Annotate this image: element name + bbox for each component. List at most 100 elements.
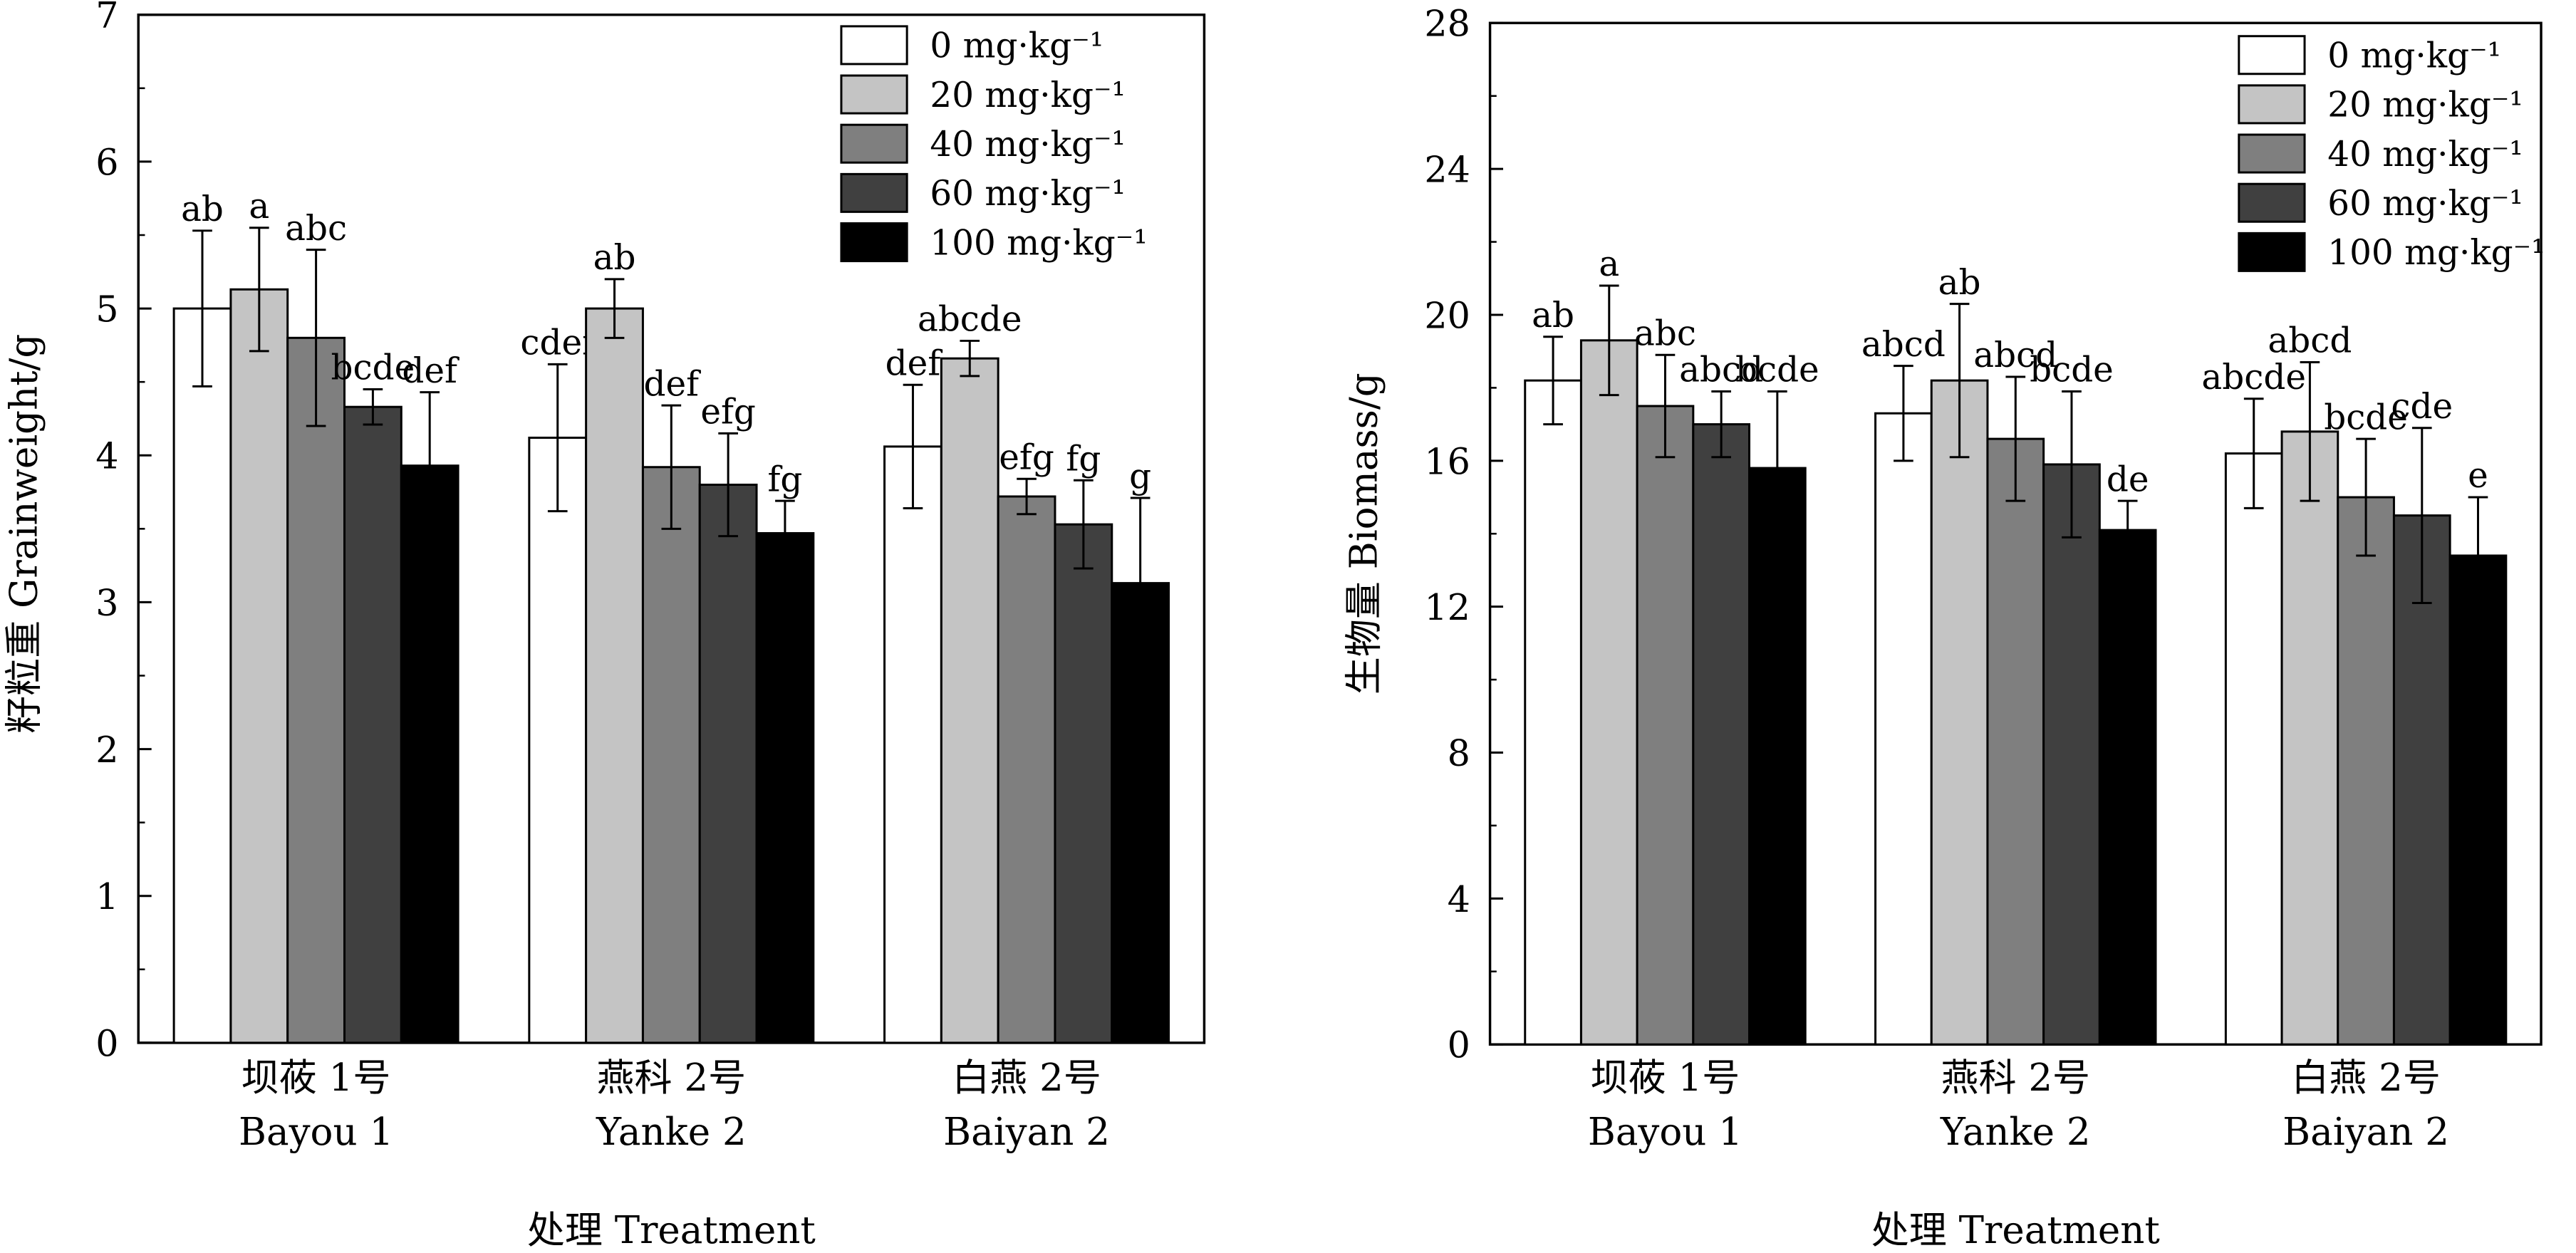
y-tick-label: 4 [95,435,118,477]
significance-letter: bcde [2324,397,2408,437]
bar [1874,412,1933,1046]
legend-label: 0 mg·kg⁻¹ [930,26,1103,66]
bar [1636,405,1695,1046]
legend-label: 20 mg·kg⁻¹ [930,76,1126,115]
legend-label: 60 mg·kg⁻¹ [2327,184,2523,224]
bar [229,288,289,1044]
legend-swatch [2238,232,2306,272]
y-tick-label: 7 [95,0,118,36]
bar [1054,523,1113,1044]
bar [1748,467,1807,1046]
bar [940,357,999,1044]
significance-letter: ab [1532,296,1574,336]
category-label-cn: 坝莜 1号 [242,1056,391,1100]
category-label-cn: 白燕 2号 [2291,1056,2441,1100]
legend-swatch [840,172,908,213]
y-axis-title: 籽粒重 Grainweight/g [1,334,46,734]
category-label-en: Yanke 2 [596,1110,747,1154]
category-label-cn: 燕科 2号 [1941,1056,2090,1100]
significance-letter: cdef [520,323,597,363]
y-tick-label: 4 [1448,878,1470,920]
bar [2337,496,2395,1046]
legend-label: 0 mg·kg⁻¹ [2327,36,2501,76]
legend-swatch [840,222,908,263]
y-tick-label: 6 [95,141,118,183]
legend-swatch [840,123,908,164]
significance-letter: fg [767,459,802,499]
bar [755,532,815,1044]
significance-letter: ab [181,189,224,229]
bar [528,437,588,1044]
significance-letter: abcd [2268,321,2352,361]
bar [1692,423,1751,1046]
significance-letter: def [644,364,702,404]
legend-label: 20 mg·kg⁻¹ [2327,85,2523,125]
significance-letter: abc [1634,313,1696,353]
significance-letter: abc [285,209,347,249]
significance-letter: efg [700,392,756,432]
bar [286,336,346,1044]
significance-letter: a [249,187,269,227]
significance-letter: de [2107,459,2149,499]
significance-letter: def [886,343,943,383]
significance-letter: efg [999,437,1054,477]
legend-swatch [2238,182,2306,223]
y-tick-label: 0 [1448,1024,1470,1066]
significance-letter: abcd [1861,325,1946,365]
category-label-en: Bayou 1 [239,1110,393,1154]
category-label-en: Baiyan 2 [943,1110,1110,1154]
y-axis-title: 生物量 Biomass/g [1341,373,1386,695]
bar [585,307,644,1044]
legend-swatch [2238,133,2306,174]
significance-letter: cde [2391,387,2453,427]
bar [2098,529,2157,1046]
y-tick-label: 28 [1424,3,1470,45]
bar [1524,379,1582,1046]
chart-panel-1: 0 1 2 3 4 5 6 7 籽粒重 Grainweight/g 坝莜 1号 Bayou 1 燕科 … [1,0,1206,1252]
category-label-en: Bayou 1 [1588,1110,1743,1154]
legend-swatch [2238,84,2306,125]
legend: 0 mg·kg⁻¹ 20 mg·kg⁻¹ 40 mg·kg⁻¹ 60 mg·kg⁻¹ 1… [2238,35,2545,273]
bar [698,483,758,1044]
bar [343,405,402,1044]
x-axis-title: 处理 Treatment [1871,1208,2160,1252]
legend-swatch [2238,35,2306,76]
y-tick-label: 3 [95,582,118,624]
chart-panel-2: 0 4 8 12 16 20 24 28 生物量 Biomass/g 坝莜 1号 Bayou 1 燕科… [1341,3,2545,1252]
legend-label: 60 mg·kg⁻¹ [930,174,1126,214]
bar [1986,437,2045,1046]
category-label-en: Yanke 2 [1940,1110,2091,1154]
significance-letter: bcde [331,348,415,388]
significance-letter: bcde [1735,350,1819,390]
bar [2224,452,2283,1046]
y-tick-label: 0 [95,1022,118,1064]
category-label-cn: 坝莜 1号 [1591,1056,1740,1100]
y-tick-label: 16 [1424,440,1470,482]
legend-swatch [840,25,908,66]
bar [1930,379,1989,1046]
significance-letter: fg [1066,439,1101,479]
legend-label: 100 mg·kg⁻¹ [930,223,1147,263]
y-tick-label: 1 [95,875,118,917]
y-tick-label: 8 [1448,732,1470,774]
significance-letter: def [402,351,459,391]
significance-letter: ab [593,238,636,278]
bar [997,495,1056,1044]
category-label-cn: 燕科 2号 [597,1056,747,1100]
y-tick-label: 24 [1424,149,1470,191]
category-label-en: Baiyan 2 [2282,1110,2449,1154]
legend: 0 mg·kg⁻¹ 20 mg·kg⁻¹ 40 mg·kg⁻¹ 60 mg·kg⁻¹ 1… [840,25,1148,263]
legend-label: 40 mg·kg⁻¹ [2327,135,2523,175]
significance-letter: a [1599,244,1619,284]
bar [400,464,459,1044]
significance-letter: abcde [2201,358,2306,397]
significance-letter: abcde [918,300,1022,340]
legend-label: 100 mg·kg⁻¹ [2327,233,2545,273]
bar [2448,554,2508,1046]
y-tick-label: 20 [1424,294,1470,336]
legend-label: 40 mg·kg⁻¹ [930,125,1126,165]
bar [883,445,942,1044]
x-axis-title: 处理 Treatment [527,1208,816,1252]
y-tick-label: 2 [95,729,118,771]
